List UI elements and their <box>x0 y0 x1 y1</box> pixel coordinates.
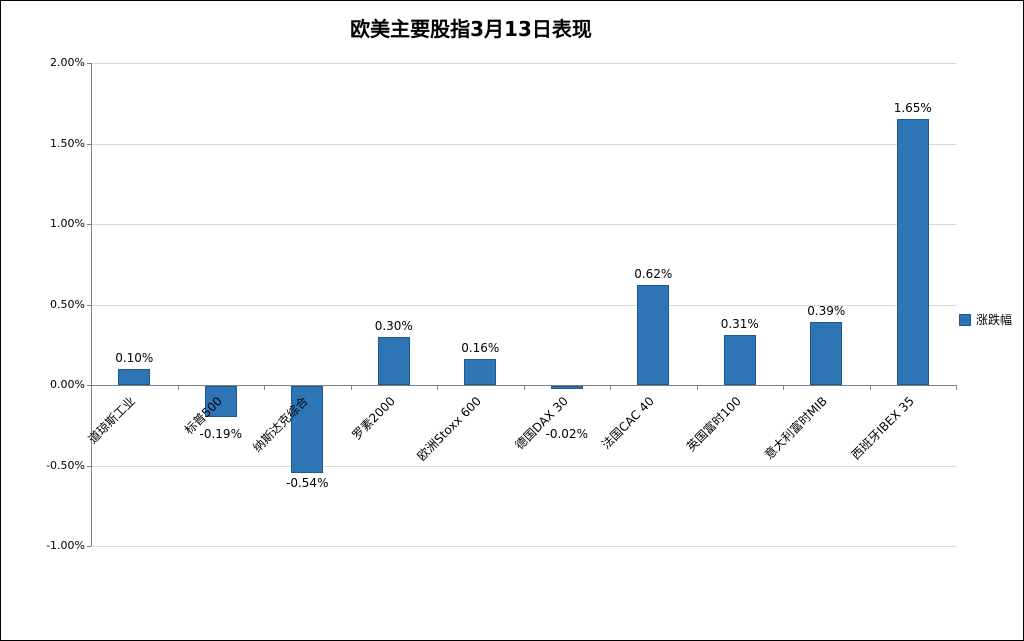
y-axis-tick <box>87 224 91 225</box>
bar-value-label: -0.19% <box>199 427 242 441</box>
legend: 涨跌幅 <box>959 311 1012 328</box>
bar-value-label: 0.31% <box>720 317 759 332</box>
y-axis-tick <box>87 546 91 547</box>
bar-value-label: 0.16% <box>461 341 500 356</box>
bar <box>896 119 929 385</box>
bar-value-label: -0.54% <box>286 475 329 490</box>
x-axis-tick <box>610 385 611 390</box>
bar-value-label: 0.39% <box>807 304 846 319</box>
y-axis-tick <box>87 465 91 467</box>
bar-value-label: 0.30% <box>374 318 413 333</box>
bar <box>810 322 843 385</box>
x-axis-tick <box>956 385 957 390</box>
gridline <box>91 304 956 306</box>
x-axis-tick <box>350 385 352 390</box>
x-axis-tick <box>523 385 525 390</box>
y-axis-line <box>91 63 92 546</box>
y-axis-tick-label: 0.00% <box>50 378 85 391</box>
y-axis-tick <box>87 304 91 306</box>
gridline <box>91 224 956 225</box>
bar <box>291 386 324 473</box>
bar <box>723 335 756 385</box>
x-axis-tick <box>264 385 265 390</box>
y-axis-tick-label: -1.00% <box>46 539 85 552</box>
y-axis-tick-label: 2.00% <box>50 56 85 69</box>
y-axis-tick-label: 1.50% <box>50 136 85 150</box>
bar <box>377 336 410 385</box>
bar <box>118 368 151 385</box>
y-axis-tick <box>87 143 91 145</box>
y-axis-tick <box>87 385 91 386</box>
bar-value-label: 1.65% <box>893 101 932 116</box>
legend-label: 涨跌幅 <box>976 313 1013 327</box>
chart-title: 欧美主要股指3月13日表现 <box>350 17 592 41</box>
bar <box>204 386 237 417</box>
bar <box>464 359 497 385</box>
y-axis-tick-label: -0.50% <box>46 458 85 472</box>
bar-value-label: -0.02% <box>545 427 588 441</box>
legend-swatch-icon <box>959 313 971 326</box>
x-axis-tick <box>783 385 784 390</box>
gridline <box>91 143 956 145</box>
x-axis-tick <box>696 385 698 390</box>
x-axis-tick <box>437 385 438 390</box>
gridline <box>91 546 956 547</box>
x-axis-tick <box>177 385 179 390</box>
bar <box>637 285 670 385</box>
bar-value-label: 0.10% <box>115 350 154 365</box>
gridline <box>91 465 956 467</box>
bar <box>550 386 583 390</box>
y-axis-tick-label: 0.50% <box>50 297 85 311</box>
x-axis-tick <box>91 385 92 390</box>
x-axis-tick <box>869 385 871 390</box>
bar-value-label: 0.62% <box>634 267 673 282</box>
y-axis-tick-label: 1.00% <box>50 217 85 230</box>
gridline <box>91 63 956 64</box>
y-axis-tick <box>87 63 91 64</box>
